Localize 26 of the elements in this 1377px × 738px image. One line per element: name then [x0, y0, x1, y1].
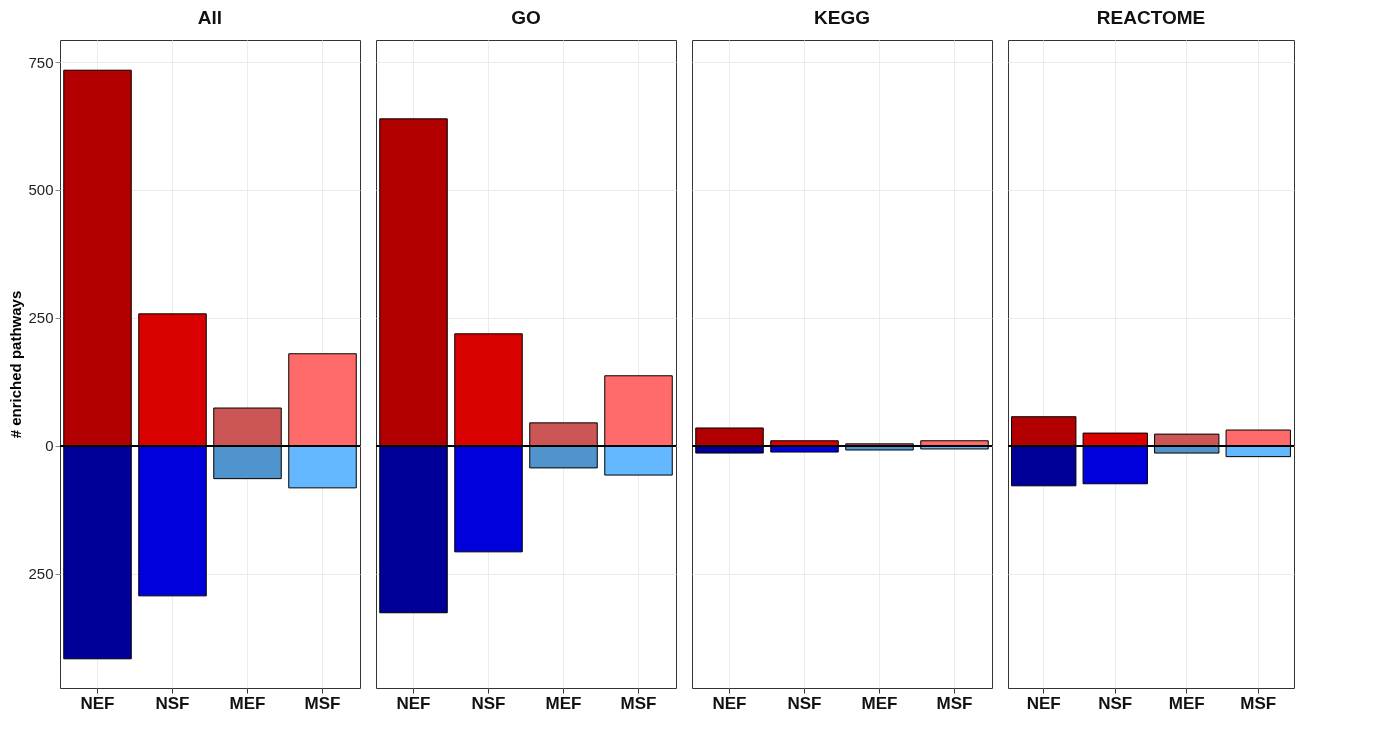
x-tick-label: NSF — [787, 693, 822, 713]
x-tick-label: MSF — [620, 693, 657, 713]
x-tick-label: MSF — [936, 693, 973, 713]
x-tick-label: NEF — [80, 693, 115, 713]
y-tick-label: 500 — [28, 181, 54, 199]
chart-title: All — [197, 7, 223, 28]
y-axis-title: # enriched pathways — [7, 290, 25, 439]
x-tick-label: MSF — [304, 693, 341, 713]
x-tick-label: MEF — [229, 693, 266, 713]
x-tick-label: NEF — [712, 693, 747, 713]
y-tick-label: 250 — [28, 565, 54, 583]
chart-title: KEGG — [814, 7, 870, 28]
x-tick-label: NSF — [471, 693, 506, 713]
x-tick-label: MEF — [1168, 693, 1205, 713]
chart-title: REACTOME — [1096, 7, 1206, 28]
y-tick-label: 750 — [28, 53, 54, 71]
x-tick-label: MSF — [1240, 693, 1277, 713]
x-tick-label: MEF — [545, 693, 582, 713]
chart-title: GO — [511, 7, 541, 28]
x-tick-label: NSF — [1098, 693, 1133, 713]
y-tick-label: 0 — [45, 437, 54, 455]
x-tick-label: NEF — [396, 693, 431, 713]
x-tick-label: MEF — [861, 693, 898, 713]
x-tick-label: NSF — [155, 693, 190, 713]
x-tick-label: NEF — [1026, 693, 1061, 713]
y-tick-label: 250 — [28, 309, 54, 327]
